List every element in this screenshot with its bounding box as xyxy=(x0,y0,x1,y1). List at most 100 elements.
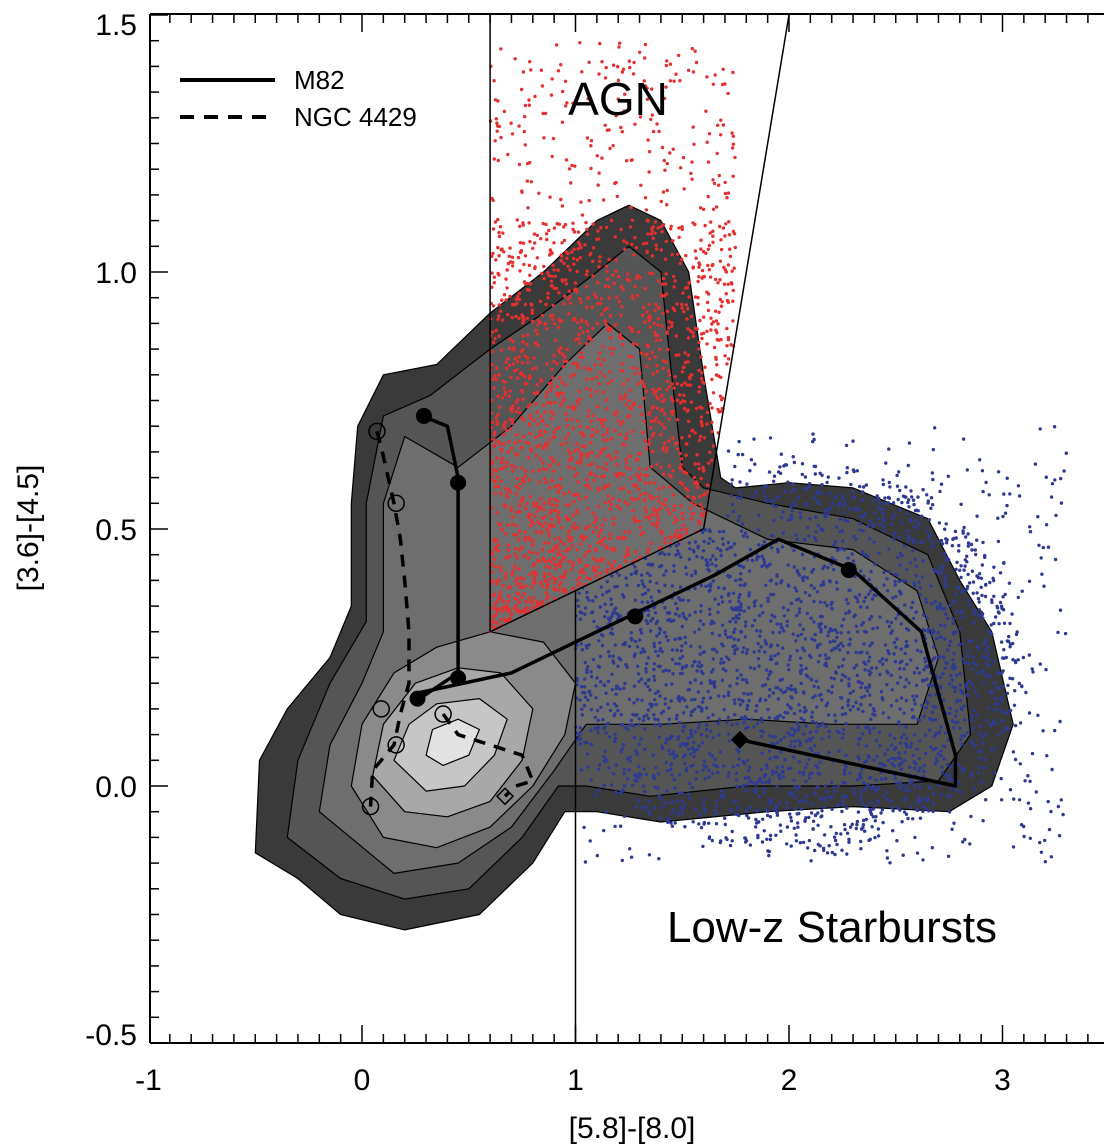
agn-point xyxy=(518,482,522,486)
agn-point xyxy=(523,538,527,543)
agn-point xyxy=(610,379,614,383)
starburst-point xyxy=(798,656,803,660)
starburst-point xyxy=(692,550,696,554)
agn-point xyxy=(561,352,565,356)
starburst-point xyxy=(933,705,938,710)
starburst-point xyxy=(900,521,904,525)
agn-point xyxy=(672,504,677,508)
agn-point xyxy=(523,114,527,119)
starburst-point xyxy=(735,668,739,672)
starburst-point xyxy=(748,469,752,473)
agn-point xyxy=(686,360,690,364)
agn-point xyxy=(508,616,513,620)
agn-point xyxy=(494,511,499,515)
agn-point xyxy=(625,159,629,163)
agn-point xyxy=(513,596,517,600)
starburst-point xyxy=(683,698,687,702)
agn-point xyxy=(510,569,515,574)
agn-point xyxy=(590,462,594,466)
starburst-point xyxy=(840,809,844,814)
agn-point xyxy=(682,187,686,191)
agn-point xyxy=(668,151,672,155)
starburst-point xyxy=(930,539,934,543)
starburst-point xyxy=(595,708,600,713)
starburst-point xyxy=(868,589,873,593)
agn-point xyxy=(632,498,637,502)
starburst-point xyxy=(981,616,985,620)
starburst-point xyxy=(649,595,653,599)
agn-point xyxy=(573,474,577,479)
agn-point xyxy=(664,503,668,507)
agn-point xyxy=(497,334,501,338)
starburst-point xyxy=(872,511,877,516)
starburst-point xyxy=(783,489,787,494)
starburst-point xyxy=(718,750,723,754)
starburst-point xyxy=(983,648,988,652)
agn-point xyxy=(607,536,612,541)
agn-point xyxy=(565,256,569,260)
starburst-point xyxy=(801,627,805,631)
starburst-point xyxy=(623,641,627,645)
agn-point xyxy=(525,179,530,183)
agn-point xyxy=(544,591,548,595)
starburst-point xyxy=(872,540,876,544)
starburst-point xyxy=(852,666,856,670)
starburst-point xyxy=(778,678,782,682)
agn-point xyxy=(603,319,608,323)
agn-point xyxy=(662,540,667,545)
agn-point xyxy=(501,466,505,471)
agn-point xyxy=(539,580,543,584)
agn-point xyxy=(496,596,501,601)
agn-point xyxy=(498,225,503,229)
starburst-point xyxy=(739,673,743,677)
agn-point xyxy=(509,505,513,510)
starburst-point xyxy=(1011,750,1016,754)
agn-point xyxy=(627,399,631,403)
starburst-point xyxy=(758,634,762,638)
starburst-point xyxy=(659,816,663,821)
starburst-point xyxy=(663,583,667,588)
starburst-point xyxy=(680,811,684,816)
agn-point xyxy=(523,584,528,588)
agn-point xyxy=(723,191,728,196)
starburst-point xyxy=(820,737,824,741)
agn-point xyxy=(681,291,685,295)
agn-point xyxy=(515,359,520,363)
starburst-point xyxy=(999,776,1003,781)
agn-point xyxy=(529,512,533,517)
starburst-point xyxy=(824,724,828,728)
starburst-point xyxy=(596,767,601,772)
starburst-point xyxy=(891,596,895,600)
starburst-point xyxy=(771,691,775,695)
starburst-point xyxy=(1006,710,1010,715)
starburst-point xyxy=(1053,478,1057,482)
agn-point xyxy=(498,491,503,496)
agn-point xyxy=(495,475,500,479)
agn-point xyxy=(514,492,519,496)
agn-point xyxy=(528,431,532,436)
starburst-point xyxy=(723,629,728,633)
agn-point xyxy=(526,161,530,166)
ngc4429-marker xyxy=(434,705,452,723)
agn-point xyxy=(588,388,593,392)
agn-point xyxy=(690,46,694,51)
agn-point xyxy=(526,360,530,365)
starburst-point xyxy=(996,539,1001,544)
agn-point xyxy=(553,435,557,439)
agn-point xyxy=(492,275,496,279)
starburst-point xyxy=(860,650,864,654)
starburst-point xyxy=(1056,630,1060,635)
agn-point xyxy=(499,47,503,51)
starburst-point xyxy=(675,648,679,652)
starburst-point xyxy=(970,774,974,779)
starburst-point xyxy=(743,624,748,628)
agn-point xyxy=(661,445,665,450)
starburst-point xyxy=(1058,608,1063,612)
starburst-point xyxy=(802,537,806,542)
starburst-point xyxy=(576,604,581,608)
agn-point xyxy=(572,493,576,497)
starburst-point xyxy=(1044,523,1049,527)
starburst-point xyxy=(964,684,968,688)
starburst-point xyxy=(934,756,938,761)
starburst-point xyxy=(960,589,964,594)
